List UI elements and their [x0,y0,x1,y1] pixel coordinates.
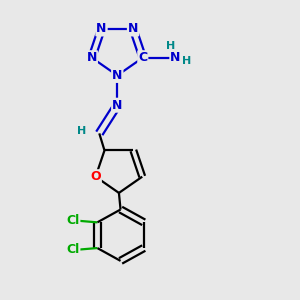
Text: N: N [96,22,107,35]
Text: N: N [112,69,122,82]
Text: C: C [138,51,147,64]
Text: Cl: Cl [66,214,80,227]
Text: H: H [182,56,192,66]
Text: H: H [77,126,86,136]
Text: H: H [166,41,175,51]
Text: N: N [112,99,122,112]
Text: N: N [87,51,97,64]
Text: Cl: Cl [66,243,80,256]
Text: N: N [128,22,138,35]
Text: N: N [170,51,181,64]
Text: O: O [90,170,101,183]
